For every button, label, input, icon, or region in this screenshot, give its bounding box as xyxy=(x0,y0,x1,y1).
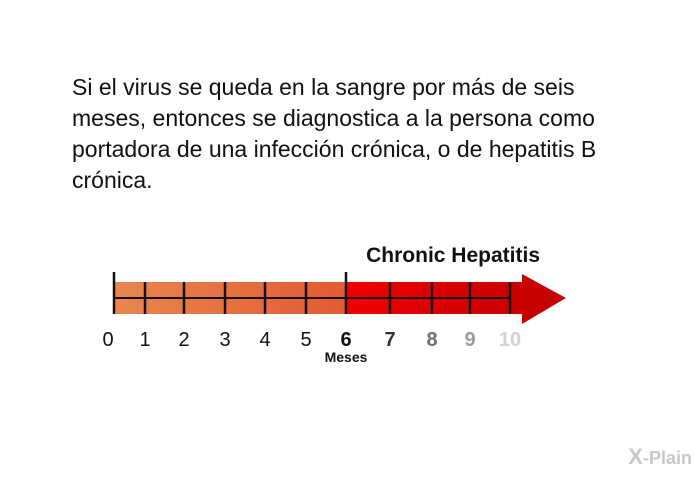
tick-label-10: 10 xyxy=(499,329,521,351)
logo-mark: X xyxy=(628,444,643,469)
tick-label-7: 7 xyxy=(384,329,395,351)
tick-label-0: 0 xyxy=(102,329,113,351)
tick-label-8: 8 xyxy=(426,329,437,351)
tick-label-1: 1 xyxy=(139,329,150,351)
tick-label-5: 5 xyxy=(300,329,311,351)
tick-label-6: 6 xyxy=(340,329,351,351)
chronic-hepatitis-label: Chronic Hepatitis xyxy=(366,244,540,267)
months-axis-label: Meses xyxy=(325,349,368,365)
tick-labels: 0 1 2 3 4 5 6 7 8 9 10 xyxy=(102,329,521,351)
tick-label-9: 9 xyxy=(464,329,475,351)
explanation-paragraph: Si el virus se queda en la sangre por má… xyxy=(72,74,597,193)
arrow-head-icon xyxy=(522,274,566,324)
tick-marks xyxy=(112,272,512,314)
tick-label-2: 2 xyxy=(178,329,189,351)
tick-label-3: 3 xyxy=(219,329,230,351)
xplain-logo: X-Plain xyxy=(628,444,692,470)
tick-label-4: 4 xyxy=(259,329,270,351)
logo-text: -Plain xyxy=(642,448,692,468)
